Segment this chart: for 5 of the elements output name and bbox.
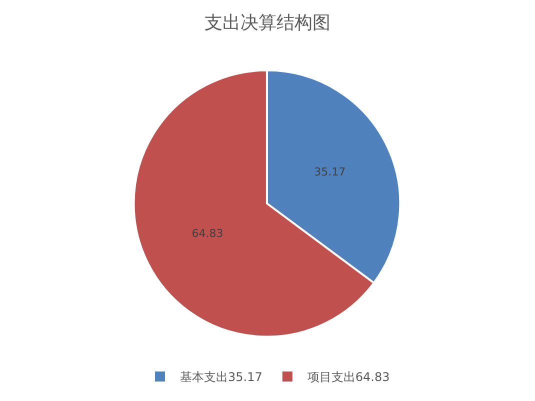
data-label: 64.83	[192, 226, 224, 240]
data-label: 35.17	[314, 165, 346, 178]
legend-label: 基本支出35.17	[180, 370, 262, 384]
chart-title: 支出决算结构图	[204, 12, 330, 34]
legend-label: 项目支出64.83	[307, 370, 390, 384]
